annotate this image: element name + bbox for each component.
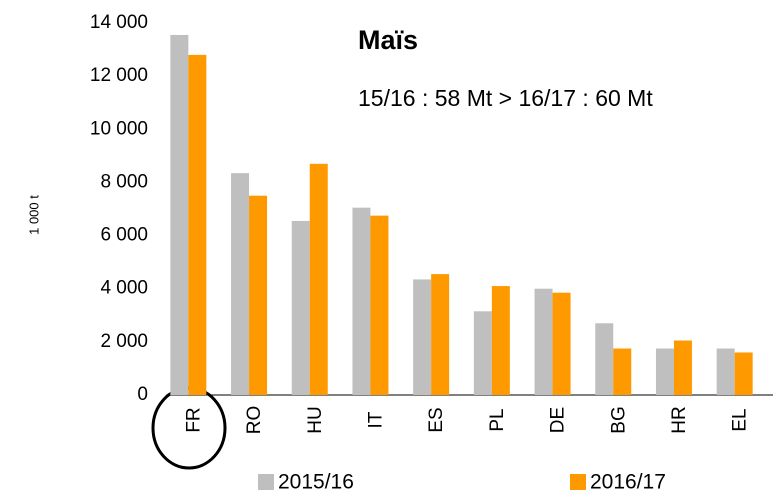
bar xyxy=(249,195,268,395)
bar xyxy=(716,348,735,395)
bar xyxy=(613,348,632,395)
y-tick-label: 0 xyxy=(137,384,148,405)
y-tick-label: 14 000 xyxy=(90,12,148,33)
x-tick-label: EL xyxy=(730,408,751,431)
bar xyxy=(370,215,389,395)
bar xyxy=(413,279,432,395)
y-axis-label: 1 000 t xyxy=(26,195,41,235)
bar xyxy=(431,274,450,395)
bar xyxy=(655,348,674,395)
legend-label: 2015/16 xyxy=(278,471,354,494)
x-tick-label: FR xyxy=(183,407,204,432)
bar xyxy=(673,340,692,395)
legend-swatch xyxy=(258,474,274,490)
y-tick-label: 4 000 xyxy=(100,278,148,299)
legend-label: 2016/17 xyxy=(590,471,666,494)
bar xyxy=(534,288,553,395)
x-tick-label: DE xyxy=(548,407,569,433)
y-tick-label: 8 000 xyxy=(100,171,148,192)
bar xyxy=(309,163,328,395)
bar xyxy=(188,54,207,396)
bar xyxy=(291,220,310,395)
bar xyxy=(473,311,492,395)
legend-swatch xyxy=(570,474,586,490)
x-tick-label: PL xyxy=(487,408,508,431)
x-tick-label: HU xyxy=(305,406,326,433)
bar xyxy=(734,352,753,395)
y-tick-label: 2 000 xyxy=(100,331,148,352)
y-tick-label: 6 000 xyxy=(100,225,148,246)
bar xyxy=(352,207,371,395)
y-tick-label: 12 000 xyxy=(90,65,148,86)
bar xyxy=(595,323,614,395)
chart-subtitle: 15/16 : 58 Mt > 16/17 : 60 Mt xyxy=(358,85,653,111)
x-tick-label: IT xyxy=(365,411,386,428)
x-tick-label: BG xyxy=(608,406,629,433)
x-tick-label: HR xyxy=(669,406,690,433)
bar xyxy=(231,173,250,395)
chart-title: Maïs xyxy=(358,25,418,55)
y-tick-label: 10 000 xyxy=(90,118,148,139)
bar xyxy=(491,286,510,395)
bar xyxy=(552,292,571,395)
bar xyxy=(170,34,189,395)
x-tick-label: ES xyxy=(426,407,447,432)
x-tick-label: RO xyxy=(244,406,265,435)
